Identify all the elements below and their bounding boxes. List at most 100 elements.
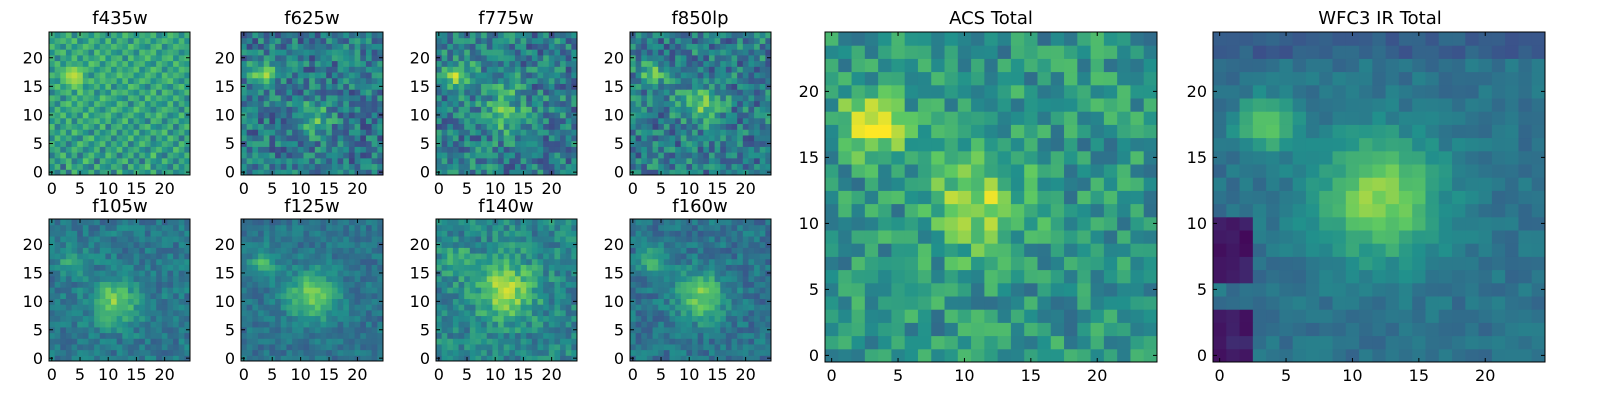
heatmap-cell [167, 152, 174, 159]
heatmap-cell [697, 123, 704, 130]
heatmap-cell [571, 247, 578, 254]
axes-frame [629, 31, 772, 176]
heatmap-cell [71, 140, 78, 147]
heatmap-cell [571, 338, 578, 345]
heatmap-cell [286, 89, 293, 96]
heatmap-cell [263, 49, 270, 56]
heatmap-cell [371, 117, 378, 125]
heatmap-cell [543, 281, 550, 288]
heatmap-cell [360, 49, 367, 56]
heatmap-cell [548, 140, 555, 147]
heatmap-cell [99, 112, 106, 119]
heatmap-cell [630, 37, 637, 44]
heatmap-cell [116, 247, 123, 254]
heatmap-cell [156, 60, 163, 67]
heatmap-cell [297, 264, 304, 271]
heatmap-cell [94, 332, 101, 339]
heatmap-cell [531, 326, 539, 334]
heatmap-cell [337, 321, 344, 328]
heatmap-cell [167, 117, 174, 125]
heatmap-cell [116, 66, 123, 73]
heatmap-cell [82, 326, 89, 334]
heatmap-cell [280, 309, 287, 317]
heatmap-cell [503, 236, 510, 243]
heatmap-cell [173, 298, 180, 305]
heatmap-cell [526, 287, 533, 294]
heatmap-cell [675, 32, 682, 39]
heatmap-cell [263, 275, 270, 282]
heatmap-cell [167, 123, 174, 130]
heatmap-cell [99, 117, 106, 125]
heatmap-cell [173, 315, 180, 322]
heatmap-cell [697, 117, 704, 125]
heatmap-cell [173, 157, 180, 165]
heatmap-cell [708, 37, 716, 44]
heatmap-cell [486, 315, 493, 322]
heatmap-cell [526, 309, 533, 317]
heatmap-cell [343, 152, 350, 159]
heatmap-cell [737, 66, 744, 73]
heatmap-cell [486, 32, 493, 39]
heatmap-cell [737, 292, 744, 300]
heatmap-cell [127, 326, 135, 334]
heatmap-cell [675, 287, 682, 294]
heatmap-cell [725, 304, 733, 311]
heatmap-cell [309, 32, 316, 39]
heatmap-cell [167, 298, 174, 305]
heatmap-cell [675, 163, 682, 170]
heatmap-cell [703, 60, 710, 67]
heatmap-cell [184, 163, 191, 170]
heatmap-cell [331, 89, 339, 96]
heatmap-cell [122, 49, 129, 56]
heatmap-cell [269, 157, 276, 165]
heatmap-cell [94, 37, 101, 44]
heatmap-cell [246, 264, 253, 271]
heatmap-cell [503, 343, 510, 351]
heatmap-cell [94, 258, 101, 265]
heatmap-cell [246, 321, 253, 328]
heatmap-cell [754, 146, 761, 153]
heatmap-cell [286, 332, 293, 339]
heatmap-cell [246, 60, 253, 67]
heatmap-cell [759, 169, 766, 176]
heatmap-cell [99, 355, 106, 362]
heatmap-cell [184, 309, 191, 317]
heatmap-cell [280, 332, 287, 339]
heatmap-cell [714, 37, 721, 44]
heatmap-cell [99, 349, 106, 356]
heatmap-cell [280, 134, 287, 142]
heatmap-cell [520, 281, 527, 288]
heatmap-cell [543, 270, 550, 277]
heatmap-cell [309, 100, 316, 107]
heatmap-cell [697, 72, 704, 79]
heatmap-cell [708, 270, 716, 277]
heatmap-cell [111, 157, 118, 165]
heatmap-cell [481, 72, 488, 79]
heatmap-cell [150, 241, 157, 248]
heatmap-cell [280, 219, 287, 226]
heatmap-cell [531, 129, 539, 136]
heatmap-cell [543, 264, 550, 271]
heatmap-cell [486, 343, 493, 351]
heatmap-cell [436, 321, 443, 328]
heatmap-cell [486, 219, 493, 226]
heatmap-cell [292, 66, 299, 73]
heatmap-cell [554, 287, 561, 294]
heatmap-cell [111, 219, 118, 226]
heatmap-cell [178, 43, 185, 50]
heatmap-cell [543, 89, 550, 96]
heatmap-cell [309, 315, 316, 322]
heatmap-cell [150, 112, 157, 119]
heatmap-cell [680, 338, 687, 345]
heatmap-cell [314, 43, 322, 50]
heatmap-cell [326, 140, 333, 147]
heatmap-cell [54, 94, 61, 102]
heatmap-cell [111, 292, 118, 300]
heatmap-cell [675, 117, 682, 125]
heatmap-cell [630, 343, 637, 351]
heatmap-cell [360, 89, 367, 96]
heatmap-cell [309, 309, 316, 317]
heatmap-cell [354, 72, 361, 79]
heatmap-cell [122, 275, 129, 282]
y-tick-label: 20 [215, 48, 235, 67]
